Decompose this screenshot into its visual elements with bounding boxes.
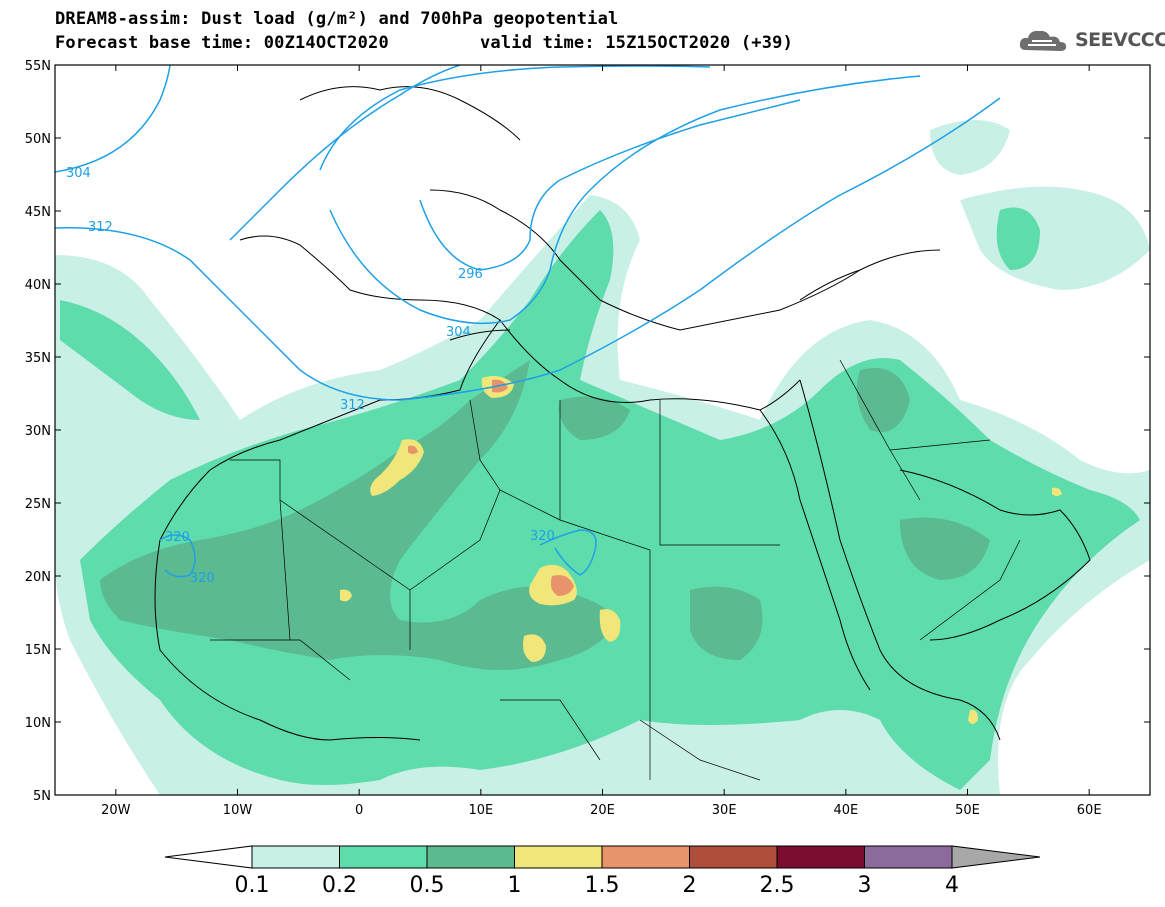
lat-tick-label: 40N xyxy=(25,278,51,293)
contour-label: 296 xyxy=(458,267,483,282)
latitude-axis: 55N 50N 45N 40N 35N 30N 25N 20N 15N 10N 5N xyxy=(25,59,1150,804)
contour-labels: 304 312 296 304 312 320 320 320 xyxy=(66,166,555,586)
colorbar-label: 3 xyxy=(858,873,872,898)
map-title: DREAM8-assim: Dust load (g/m²) and 700hP… xyxy=(55,9,619,29)
contour-label: 304 xyxy=(66,166,91,181)
colorbar-over-triangle xyxy=(951,845,1041,869)
colorbar-swatch xyxy=(864,845,953,869)
longitude-axis: 20W 10W 0 10E 20E 30E 40E 50E 60E xyxy=(101,65,1102,818)
lat-tick-label: 55N xyxy=(25,59,51,74)
colorbar-label: 0.1 xyxy=(235,873,270,898)
dust-fields xyxy=(55,120,1150,795)
coastlines xyxy=(154,86,1091,741)
cloud-icon xyxy=(1019,30,1067,51)
colorbar-label: 2 xyxy=(683,873,697,898)
country-borders xyxy=(210,359,1021,781)
lat-tick-label: 30N xyxy=(25,424,51,439)
colorbar-under-triangle xyxy=(164,845,253,869)
lat-tick-label: 5N xyxy=(33,789,51,804)
lon-tick-label: 10E xyxy=(468,803,493,818)
valid-time: valid time: 15Z15OCT2020 (+39) xyxy=(480,33,794,53)
seevccc-logo: SEEVCCC xyxy=(1018,26,1165,54)
colorbar-label: 0.2 xyxy=(322,873,357,898)
lat-tick-label: 20N xyxy=(25,570,51,585)
lat-tick-label: 10N xyxy=(25,716,51,731)
lon-tick-label: 20W xyxy=(101,803,131,818)
map-subtitle: Forecast base time: 00Z14OCT2020 valid t… xyxy=(55,33,793,93)
forecast-base-time: Forecast base time: 00Z14OCT2020 xyxy=(55,33,389,53)
lon-tick-label: 30E xyxy=(712,803,737,818)
colorbar-label: 1 xyxy=(508,873,522,898)
colorbar-swatch xyxy=(426,845,515,869)
colorbar-swatch xyxy=(339,845,428,869)
colorbar-label: 2.5 xyxy=(760,873,795,898)
colorbar-label: 4 xyxy=(945,873,959,898)
colorbar-label: 0.5 xyxy=(410,873,445,898)
logo-text: SEEVCCC xyxy=(1075,29,1165,51)
colorbar-swatch xyxy=(689,845,778,869)
lon-tick-label: 50E xyxy=(955,803,980,818)
lat-tick-label: 15N xyxy=(25,643,51,658)
contour-label: 320 xyxy=(165,530,190,545)
geopotential-contours xyxy=(55,65,1001,578)
lon-tick-label: 60E xyxy=(1077,803,1102,818)
colorbar-swatch xyxy=(251,845,340,869)
dust-level-1.5 xyxy=(408,379,574,596)
colorbar-swatch xyxy=(601,845,690,869)
lon-tick-label: 40E xyxy=(833,803,858,818)
lat-tick-label: 50N xyxy=(25,132,51,147)
contour-label: 320 xyxy=(190,571,215,586)
contour-label: 320 xyxy=(530,529,555,544)
lon-tick-label: 10W xyxy=(223,803,253,818)
lon-tick-label: 20E xyxy=(590,803,615,818)
contour-label: 304 xyxy=(446,325,471,340)
lat-tick-label: 35N xyxy=(25,351,51,366)
colorbar-label: 1.5 xyxy=(585,873,620,898)
colorbar-swatch xyxy=(514,845,603,869)
colorbar-swatch xyxy=(776,845,865,869)
lon-tick-label: 0 xyxy=(355,803,363,818)
lat-tick-label: 45N xyxy=(25,205,51,220)
contour-label: 312 xyxy=(340,398,365,413)
lat-tick-label: 25N xyxy=(25,497,51,512)
contour-label: 312 xyxy=(88,220,113,235)
dust-level-0.5 xyxy=(100,360,990,670)
